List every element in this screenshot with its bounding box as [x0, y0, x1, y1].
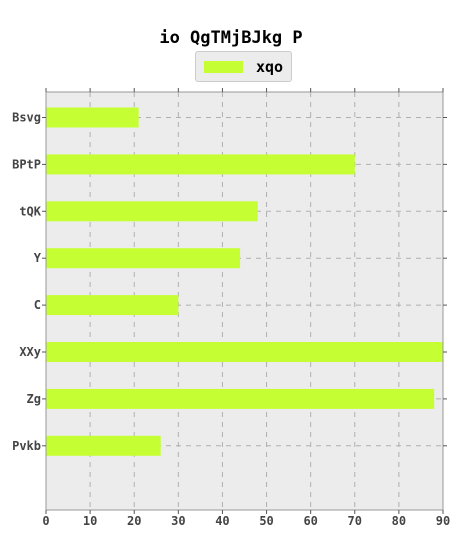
bar — [46, 201, 258, 222]
legend: xqo — [195, 51, 292, 82]
x-tick-label: 0 — [42, 514, 49, 528]
x-tick-label: 20 — [127, 514, 141, 528]
x-tick-label: 50 — [259, 514, 273, 528]
x-tick-label: 70 — [348, 514, 362, 528]
x-tick-label: 80 — [392, 514, 406, 528]
y-tick-label: C — [34, 298, 41, 312]
y-tick-label: tQK — [19, 204, 41, 218]
y-tick-label: Y — [34, 251, 42, 265]
chart-title: io QgTMjBJkg P — [159, 28, 303, 48]
bar — [46, 388, 435, 409]
x-tick-label: 40 — [215, 514, 229, 528]
x-tick-label: 90 — [436, 514, 450, 528]
bar — [46, 248, 241, 269]
y-tick-label: Zg — [27, 392, 41, 406]
y-tick-label: Pvkb — [12, 439, 41, 453]
y-tick-label: Bsvg — [12, 111, 41, 125]
x-tick-label: 10 — [83, 514, 97, 528]
bar — [46, 342, 443, 362]
y-tick-label: BPtP — [12, 157, 41, 171]
y-tick-label: XXy — [19, 345, 41, 359]
bar — [46, 154, 355, 175]
bar — [46, 107, 139, 128]
x-tick-label: 60 — [303, 514, 317, 528]
plot-frame — [45, 91, 444, 511]
bar — [46, 295, 179, 316]
legend-swatch — [204, 61, 243, 73]
bar — [46, 435, 161, 456]
x-tick-label: 30 — [171, 514, 185, 528]
legend-label: xqo — [256, 58, 284, 76]
